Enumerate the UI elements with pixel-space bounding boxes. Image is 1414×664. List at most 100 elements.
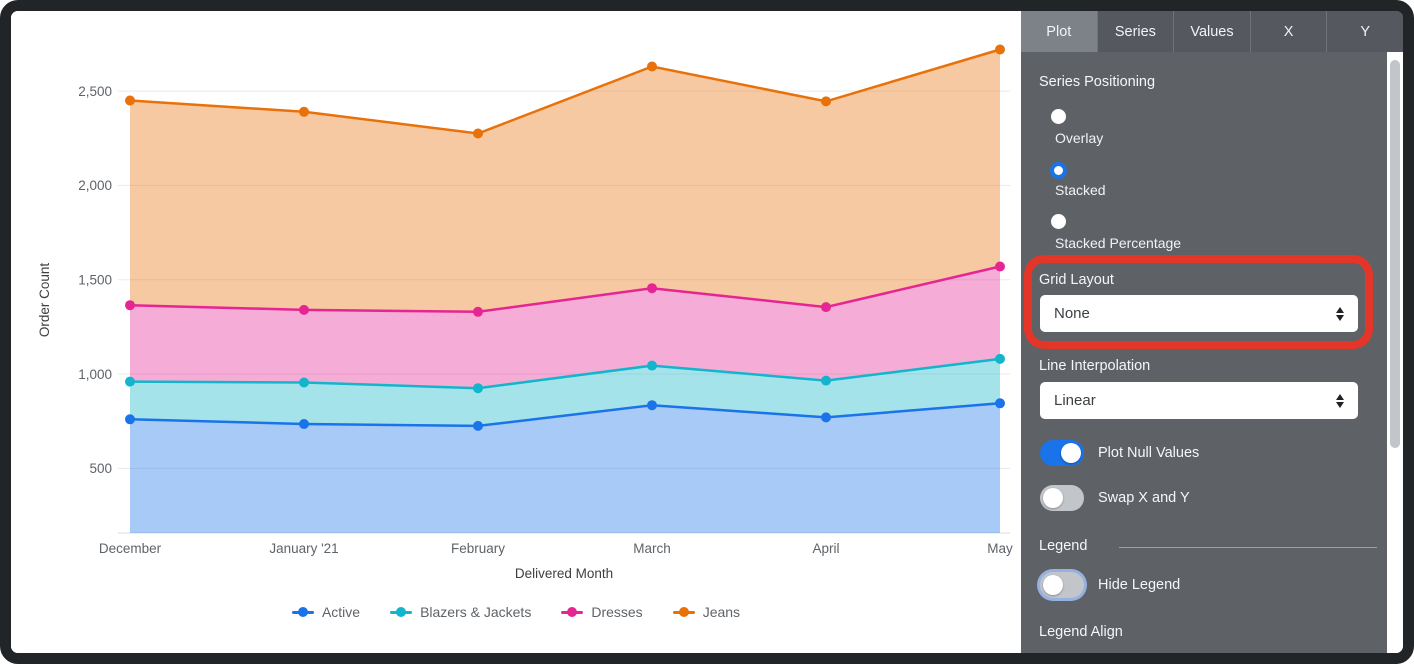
grid-layout-label: Grid Layout: [1039, 272, 1114, 288]
data-point-dresses[interactable]: [647, 283, 657, 294]
y-tick-label: 2,000: [78, 178, 112, 193]
area-band-active[interactable]: [130, 403, 1000, 533]
x-tick-label: April: [812, 541, 839, 556]
plot-tab-content: Series Positioning Grid Layout None Line…: [1021, 52, 1403, 653]
toggle-swap-x-and-y[interactable]: [1040, 485, 1084, 511]
line-interpolation-label: Line Interpolation: [1039, 358, 1151, 374]
data-point-blazers-jackets[interactable]: [473, 383, 483, 394]
y-tick-label: 2,500: [78, 84, 112, 99]
legend-item-blazers-jackets[interactable]: Blazers & Jackets: [390, 604, 531, 620]
x-tick-label: February: [451, 541, 505, 556]
toggle-hide-legend[interactable]: [1040, 572, 1084, 598]
line-interpolation-value: Linear: [1054, 392, 1096, 409]
x-tick-label: March: [633, 541, 671, 556]
radio-label-overlay: Overlay: [1055, 130, 1104, 146]
toggle-plot-null-values[interactable]: [1040, 440, 1084, 466]
legend-item-jeans[interactable]: Jeans: [672, 604, 741, 620]
data-point-active[interactable]: [473, 420, 483, 431]
legend-dot-icon: [567, 607, 578, 617]
chart-area: 500 1,000 1,500 2,000 2,500 December January '…: [11, 11, 1021, 653]
tab-plot[interactable]: Plot: [1021, 11, 1097, 52]
grid-layout-select[interactable]: None: [1040, 295, 1358, 332]
legend-align-label: Legend Align: [1039, 624, 1123, 640]
data-point-blazers-jackets[interactable]: [995, 353, 1005, 364]
tab-series[interactable]: Series: [1096, 11, 1174, 52]
updown-arrows-icon: [1336, 306, 1344, 321]
x-axis-title: Delivered Month: [515, 566, 613, 581]
chart-legend: Active Blazers & Jackets Dresses Jeans: [11, 604, 1021, 620]
y-tick-label: 500: [89, 461, 112, 476]
data-point-active[interactable]: [647, 400, 657, 411]
legend-marker-icon: [291, 607, 314, 617]
data-point-blazers-jackets[interactable]: [125, 376, 135, 387]
radio-stacked-percentage[interactable]: [1051, 214, 1066, 229]
area-band-jeans[interactable]: [130, 49, 1000, 312]
series-line-blazers-jackets[interactable]: [129, 357, 1001, 390]
line-interpolation-select[interactable]: Linear: [1040, 382, 1358, 419]
legend-item-dresses[interactable]: Dresses: [561, 604, 643, 620]
x-tick-label: May: [987, 541, 1013, 556]
legend-label: Jeans: [702, 604, 741, 620]
radio-stacked[interactable]: [1050, 162, 1067, 179]
data-point-blazers-jackets[interactable]: [299, 377, 309, 388]
tab-values[interactable]: Values: [1173, 11, 1250, 52]
legend-item-active[interactable]: Active: [291, 604, 360, 620]
data-point-jeans[interactable]: [125, 95, 135, 106]
legend-marker-icon: [561, 607, 584, 617]
updown-arrows-icon: [1336, 393, 1344, 408]
data-point-dresses[interactable]: [995, 261, 1005, 272]
data-point-jeans[interactable]: [995, 44, 1005, 55]
y-tick-label: 1,000: [78, 367, 112, 382]
legend-dot-icon: [678, 607, 689, 617]
tab-x[interactable]: X: [1249, 11, 1327, 52]
data-point-dresses[interactable]: [125, 300, 135, 311]
toggle-knob: [1043, 488, 1063, 508]
x-tick-label: January '21: [269, 541, 338, 556]
data-point-jeans[interactable]: [473, 128, 483, 139]
legend-label: Dresses: [591, 604, 643, 620]
radio-overlay[interactable]: [1051, 109, 1066, 124]
panel-scrollbar-track[interactable]: [1387, 52, 1403, 653]
legend-marker-icon: [672, 607, 695, 617]
toggle-label: Swap X and Y: [1098, 490, 1190, 506]
data-point-jeans[interactable]: [647, 61, 657, 72]
series-line-dresses[interactable]: [129, 265, 1001, 314]
settings-panel: Plot Series Values X Y Series Positioning Gr…: [1021, 11, 1403, 653]
series-line-active[interactable]: [129, 402, 1001, 428]
legend-section-label: Legend: [1039, 538, 1088, 554]
tab-y[interactable]: Y: [1326, 11, 1403, 52]
panel-tabbar: Plot Series Values X Y: [1021, 11, 1403, 52]
data-point-active[interactable]: [821, 412, 831, 423]
data-point-active[interactable]: [299, 419, 309, 429]
data-point-jeans[interactable]: [299, 106, 309, 117]
toggle-row-plot-null-values: Plot Null Values: [1040, 440, 1199, 466]
data-point-blazers-jackets[interactable]: [821, 375, 831, 386]
data-point-dresses[interactable]: [473, 306, 483, 317]
area-band-blazers-jackets[interactable]: [130, 358, 1000, 426]
area-band-dresses[interactable]: [130, 266, 1000, 389]
y-tick-label: 1,500: [78, 273, 112, 288]
panel-scrollbar-thumb[interactable]: [1390, 60, 1400, 448]
series-positioning-label: Series Positioning: [1039, 74, 1156, 90]
radio-label-stacked: Stacked: [1055, 182, 1106, 198]
x-tick-label: December: [99, 541, 162, 556]
grid-layout-value: None: [1054, 305, 1090, 322]
toggle-label: Hide Legend: [1098, 577, 1181, 593]
data-point-active[interactable]: [125, 414, 135, 425]
toggle-knob: [1043, 575, 1063, 595]
legend-dot-icon: [297, 607, 308, 617]
data-point-active[interactable]: [995, 398, 1005, 409]
legend-dot-icon: [396, 607, 407, 617]
data-point-jeans[interactable]: [821, 96, 831, 107]
toggle-row-hide-legend: Hide Legend: [1040, 572, 1180, 598]
legend-label: Blazers & Jackets: [420, 604, 532, 620]
data-point-dresses[interactable]: [299, 304, 309, 315]
data-point-blazers-jackets[interactable]: [647, 360, 657, 371]
series-line-jeans[interactable]: [129, 48, 1001, 135]
toggle-label: Plot Null Values: [1098, 445, 1200, 461]
radio-label-stacked-percentage: Stacked Percentage: [1055, 235, 1182, 251]
order-count-stacked-area-chart: 500 1,000 1,500 2,000 2,500 December January '…: [37, 44, 1013, 581]
y-axis-title: Order Count: [37, 263, 52, 338]
data-point-dresses[interactable]: [821, 302, 831, 313]
